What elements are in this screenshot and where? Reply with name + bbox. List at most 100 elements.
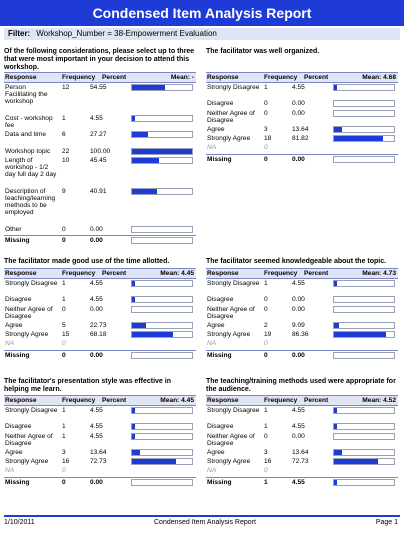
missing-percent: 4.55	[292, 478, 305, 486]
response-label: Workshop topic	[5, 147, 51, 155]
footer-title: Condensed Item Analysis Report	[154, 519, 256, 526]
missing-percent: 0.00	[90, 236, 103, 244]
filter-label: Filter:	[8, 29, 31, 38]
frequency-value: 0	[264, 144, 268, 152]
table-row: Neither Agree of Disagree 0 0.00	[206, 432, 398, 447]
table-row: Agree 2 9.09	[206, 322, 398, 329]
response-label: Length of workshop - 1/2 day full day 2 …	[5, 156, 57, 179]
response-label: Disagree	[207, 296, 234, 304]
question-text: The facilitator was well organized.	[206, 48, 320, 55]
percent-bar-fill	[132, 297, 135, 303]
missing-row: Missing 0 0.00	[4, 349, 196, 361]
missing-row: Missing 0 0.00	[4, 234, 196, 246]
percent-bar	[333, 351, 395, 359]
percent-value: 100.00	[90, 147, 111, 155]
table-row: Strongly Agree 18 81.82	[206, 135, 398, 143]
header-mean: Mean: 4.73	[362, 270, 396, 277]
frequency-value: 0	[62, 467, 66, 475]
percent-value: 0.00	[292, 100, 305, 108]
table-row: Strongly Agree 16 72.73	[4, 458, 196, 466]
frequency-value: 0	[264, 109, 268, 117]
question-text: The teaching/training methods used were …	[206, 378, 396, 393]
percent-bar	[131, 432, 193, 440]
response-label: Description of teaching/learning methods…	[5, 187, 56, 217]
table-row: Strongly Agree 16 72.73	[206, 458, 398, 466]
frequency-value: 22	[62, 147, 70, 155]
table-row: Strongly Disagree 1 4.55	[4, 280, 196, 294]
table-header: Response Frequency Percent Mean: 4.52	[206, 395, 398, 406]
percent-bar	[131, 351, 193, 359]
percent-bar	[333, 109, 395, 117]
response-label: Agree	[5, 322, 23, 329]
percent-bar	[333, 432, 395, 440]
percent-bar	[333, 84, 395, 91]
table-row: Description of teaching/learning methods…	[4, 187, 196, 224]
percent-bar	[131, 305, 193, 313]
header-mean: Mean: 4.45	[160, 397, 194, 404]
frequency-value: 1	[264, 280, 268, 287]
missing-percent: 0.00	[90, 351, 103, 359]
percent-bar	[131, 147, 193, 155]
table-header: Response Frequency Percent Mean: 4.73	[206, 268, 398, 279]
percent-value: 45.45	[90, 156, 107, 164]
percent-bar	[333, 478, 395, 486]
header-response: Response	[207, 397, 239, 404]
percent-bar	[333, 280, 395, 287]
header-frequency: Frequency	[62, 397, 96, 404]
frequency-value: 6	[62, 131, 66, 139]
response-label: Strongly Agree	[5, 458, 49, 466]
response-label: NA	[5, 467, 15, 475]
response-label: Strongly Agree	[207, 331, 251, 339]
missing-row: Missing 0 0.00	[4, 476, 196, 488]
percent-bar-fill	[132, 424, 135, 430]
percent-bar	[131, 236, 193, 244]
response-label: NA	[207, 340, 217, 348]
table-header: Response Frequency Percent Mean: -	[4, 72, 196, 83]
header-frequency: Frequency	[62, 270, 96, 277]
header-percent: Percent	[304, 397, 329, 404]
header-percent: Percent	[102, 397, 127, 404]
header-frequency: Frequency	[264, 397, 298, 404]
header-percent: Percent	[102, 74, 127, 81]
percent-bar-fill	[132, 433, 135, 439]
percent-bar	[333, 305, 395, 313]
percent-bar	[131, 322, 193, 329]
percent-value: 72.73	[90, 458, 107, 466]
percent-bar-fill	[334, 136, 384, 142]
frequency-value: 5	[62, 322, 66, 329]
percent-value: 4.55	[90, 296, 103, 304]
percent-bar	[333, 458, 395, 466]
table-header: Response Frequency Percent Mean: 4.45	[4, 395, 196, 406]
percent-bar	[131, 187, 193, 195]
frequency-value: 0	[62, 305, 66, 313]
percent-value: 4.55	[90, 280, 103, 287]
percent-bar	[131, 131, 193, 139]
percent-value: 0.00	[292, 432, 305, 440]
percent-bar	[333, 331, 395, 339]
frequency-value: 0	[264, 340, 268, 348]
table-row: Agree 3 13.64	[4, 449, 196, 456]
percent-value: 0.00	[292, 109, 305, 117]
percent-value: 27.27	[90, 131, 107, 139]
percent-value: 72.73	[292, 458, 309, 466]
table-row: Neither Agree of Disagree 1 4.55	[4, 432, 196, 447]
percent-bar	[131, 449, 193, 456]
table-row: Neither Agree of Disagree 0 0.00	[206, 109, 398, 124]
response-label: NA	[5, 340, 15, 348]
question-text: Of the following considerations, please …	[4, 48, 195, 71]
missing-percent: 0.00	[292, 351, 305, 359]
missing-frequency: 1	[264, 478, 268, 486]
response-label: Other	[5, 225, 22, 233]
table-row: Neither Agree of Disagree 0 0.00	[4, 305, 196, 320]
table-row: Disagree 0 0.00	[206, 100, 398, 108]
percent-bar	[333, 407, 395, 414]
response-label: Neither Agree of Disagree	[207, 109, 255, 124]
frequency-value: 0	[264, 432, 268, 440]
footer-page: Page 1	[375, 519, 398, 526]
table-row: Disagree 1 4.55	[206, 423, 398, 431]
table-row: Strongly Disagree 1 4.55	[4, 407, 196, 421]
table-row: Disagree 0 0.00	[206, 296, 398, 304]
header-response: Response	[207, 74, 239, 81]
percent-value: 4.55	[292, 280, 305, 287]
frequency-value: 0	[264, 305, 268, 313]
